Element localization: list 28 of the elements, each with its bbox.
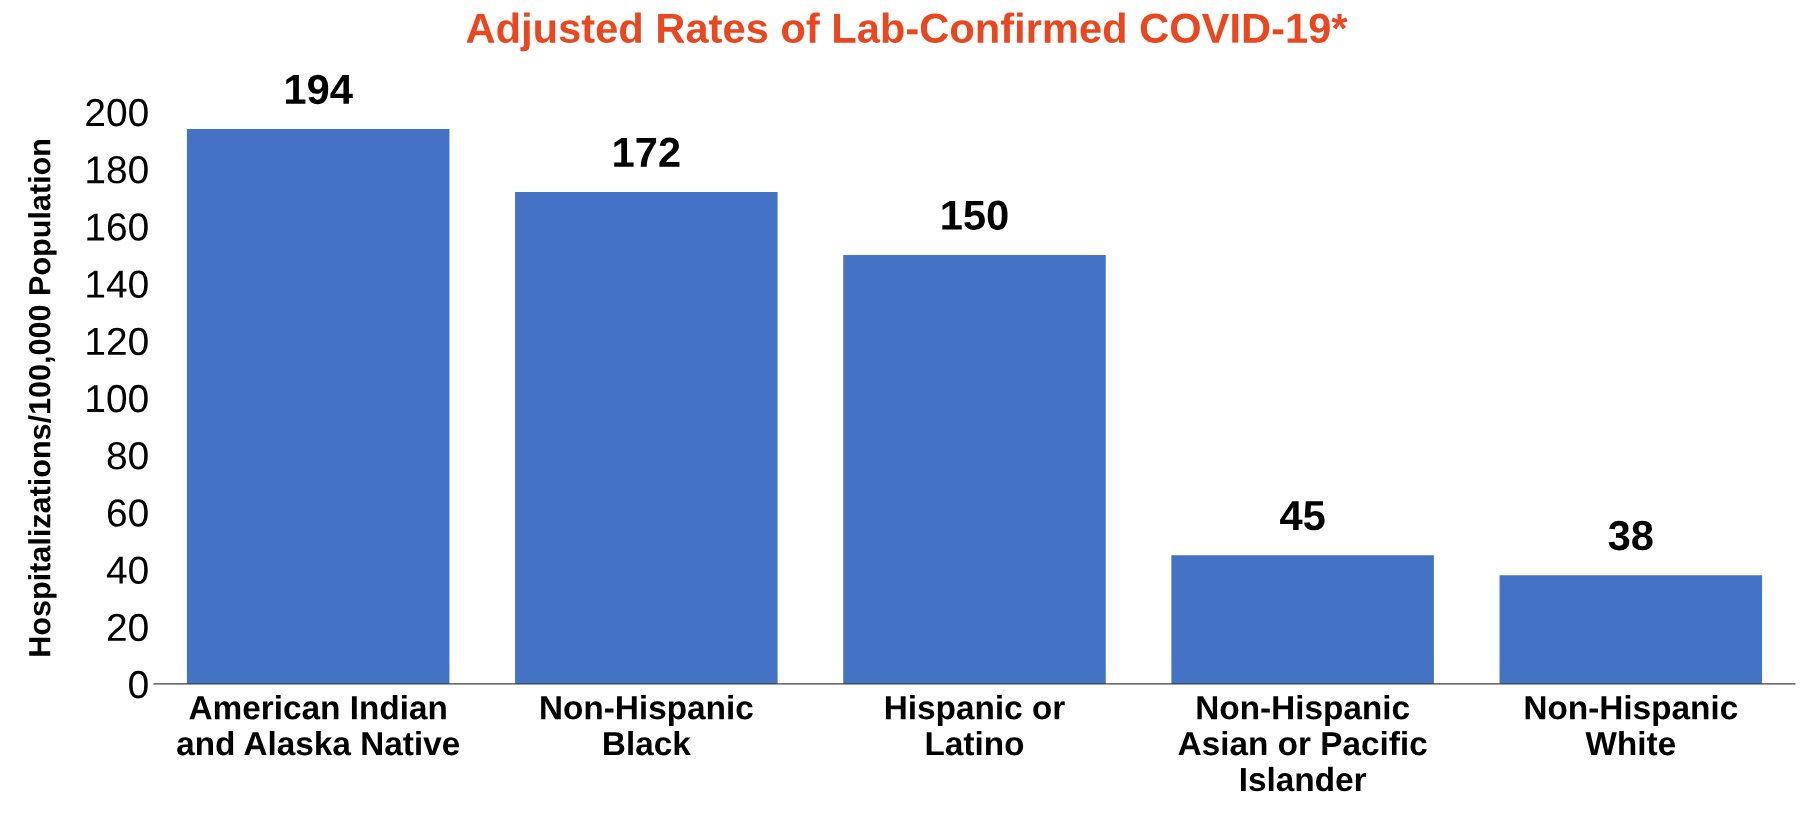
- y-tick-label: 180: [87, 156, 148, 184]
- x-tick-label: American Indian and Alaska Native: [177, 695, 460, 756]
- y-tick-label: 140: [87, 270, 148, 298]
- y-tick-label: 20: [107, 613, 148, 642]
- data-label: 150: [942, 200, 1008, 231]
- bar: [1171, 555, 1434, 684]
- data-label: 194: [286, 74, 353, 105]
- y-tick-label: 200: [86, 98, 148, 127]
- y-tick-label: 40: [106, 556, 148, 584]
- data-label: 38: [1608, 520, 1653, 551]
- bar: [515, 192, 778, 684]
- x-tick-label: Hispanic or Latino: [885, 695, 1065, 756]
- y-axis-title: Hospitalizations/100,000 Population: [28, 140, 57, 656]
- x-tick-label: Non-Hispanic Asian or Pacific Islander: [1178, 695, 1427, 792]
- data-label: 45: [1280, 501, 1325, 531]
- y-tick-label: 160: [87, 213, 148, 241]
- y-tick-label: 60: [107, 499, 148, 527]
- chart-title: Adjusted Rates of Lab-Confirmed COVID-19*: [466, 12, 1348, 52]
- x-tick-label: Non-Hispanic Black: [541, 695, 753, 756]
- y-tick-label: 0: [129, 670, 148, 699]
- data-label: 172: [614, 137, 680, 167]
- bar: [843, 254, 1106, 684]
- y-tick-label: 100: [87, 384, 148, 413]
- y-tick-label: 120: [87, 327, 148, 356]
- bar: [186, 129, 450, 684]
- x-tick-label: Non-Hispanic White: [1525, 695, 1738, 756]
- y-tick-label: 80: [107, 442, 148, 470]
- bar: [1499, 575, 1763, 684]
